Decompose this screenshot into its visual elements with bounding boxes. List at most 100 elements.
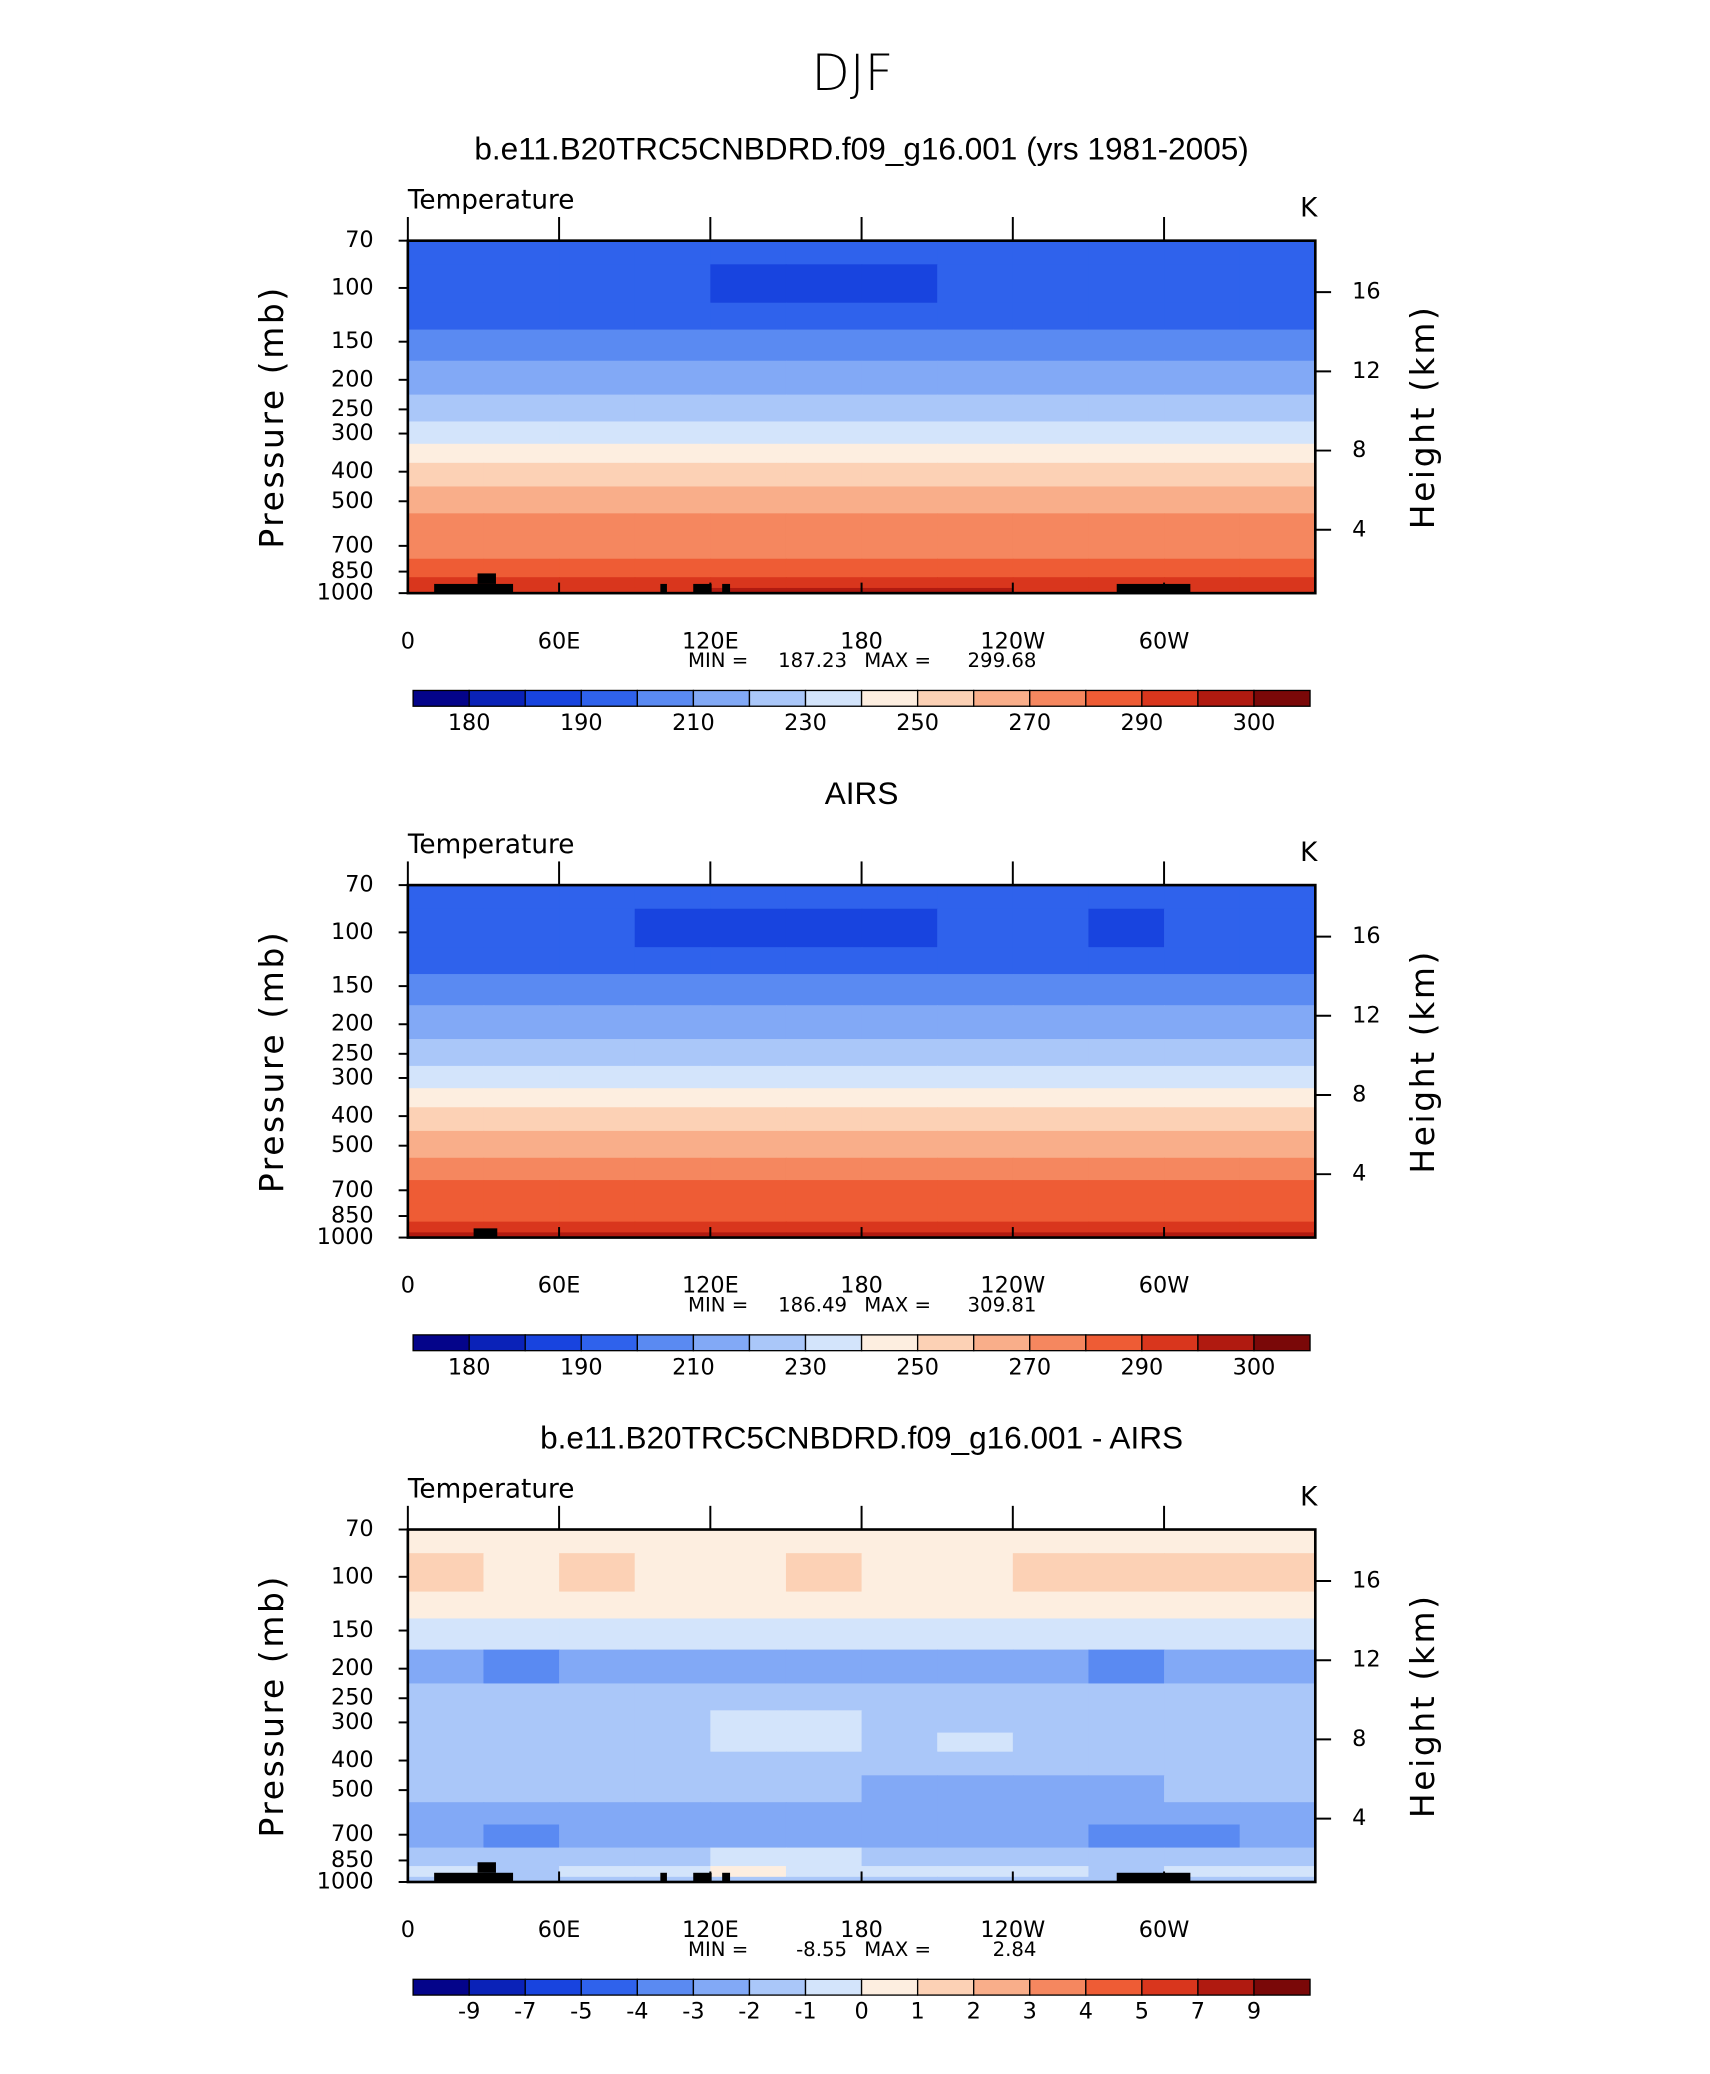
contour-cell — [1239, 1065, 1317, 1089]
contour-cell — [559, 329, 636, 362]
contour-cell — [710, 1710, 787, 1734]
y-tick-label: 100 — [331, 919, 374, 945]
colorbar-box — [916, 689, 975, 707]
colorbar-box — [804, 1978, 863, 1996]
contour-cell — [1239, 443, 1317, 464]
contour-cell — [1088, 1710, 1165, 1734]
contour-cell — [1012, 1107, 1090, 1132]
contour-cell — [483, 1529, 560, 1554]
contour-cell — [861, 587, 938, 594]
contour-cell — [710, 443, 787, 464]
contour-cell — [785, 1591, 863, 1620]
contour-cell — [937, 1553, 1014, 1593]
contour-cell — [937, 535, 1014, 560]
contour-cell — [861, 1751, 938, 1777]
contour-cell — [634, 1732, 712, 1753]
contour-cell — [861, 974, 938, 1006]
contour-cell — [483, 1065, 560, 1089]
y-axis-label: Pressure (mb) — [252, 930, 291, 1193]
contour-cell — [1012, 462, 1090, 488]
colorbar-label: 290 — [1121, 1354, 1164, 1380]
contour-cell — [559, 1847, 636, 1867]
y-tick-label: 400 — [331, 1103, 374, 1129]
units: K — [1300, 1482, 1318, 1512]
contour-cell — [785, 462, 863, 488]
contour-cell — [1239, 1203, 1317, 1223]
contour-cell — [1012, 1529, 1090, 1554]
contour-cell — [634, 1824, 712, 1849]
colorbar-box — [468, 689, 526, 707]
contour-cell — [1164, 1649, 1241, 1685]
contour-cell — [785, 1824, 863, 1849]
contour-cell — [559, 1203, 636, 1223]
contour-cell — [937, 240, 1014, 266]
colorbar-box — [1141, 1334, 1199, 1352]
contour-cell — [861, 1130, 938, 1159]
contour-cell — [861, 302, 938, 331]
contour-cell — [559, 1649, 636, 1685]
contour-cell — [483, 885, 560, 910]
contour-cell — [407, 360, 485, 396]
colorbar-label: 3 — [1023, 1999, 1037, 2025]
y2-tick-label: 4 — [1352, 516, 1366, 542]
contour-cell — [1239, 1710, 1317, 1734]
contour-cell — [937, 1130, 1014, 1159]
contour-cell — [1164, 1775, 1241, 1803]
contour-cell — [861, 1683, 938, 1712]
colorbar-label: -2 — [738, 1999, 760, 2025]
contour-cell — [483, 443, 560, 464]
y-axis-label: Pressure (mb) — [252, 1574, 291, 1837]
contour-cell — [861, 1775, 938, 1803]
contour-cell — [483, 421, 560, 445]
contour-cell — [861, 1847, 938, 1867]
contour-cell — [1164, 1180, 1241, 1204]
contour-cell — [634, 1553, 712, 1593]
y2-tick-label: 4 — [1352, 1161, 1366, 1187]
colorbar-box — [748, 1334, 807, 1352]
contour-cell — [1088, 885, 1165, 910]
max-label: MAX = — [864, 649, 931, 672]
colorbar-box — [580, 1978, 638, 1996]
contour-cell — [937, 1065, 1014, 1089]
contour-cell — [559, 1683, 636, 1712]
contour-cell — [1012, 577, 1090, 589]
contour-cell — [1164, 360, 1241, 396]
subtitle: Temperature — [407, 1475, 575, 1505]
contour-cell — [785, 1157, 863, 1181]
contour-cell — [634, 1203, 712, 1223]
x-tick-label: 120W — [980, 1273, 1045, 1299]
contour-cell — [861, 1618, 938, 1651]
contour-cell — [1088, 486, 1165, 515]
contour-cell — [483, 264, 560, 304]
contour-cell — [1164, 974, 1241, 1006]
colorbar-box — [860, 689, 919, 707]
contour-cell — [634, 1232, 712, 1239]
contour-cell — [785, 1529, 863, 1554]
contour-cell — [634, 1088, 712, 1109]
colorbar-box — [524, 1978, 582, 1996]
contour-cell — [785, 1847, 863, 1867]
contour-cell — [937, 908, 1014, 948]
contour-cell — [407, 329, 485, 362]
contour-cell — [407, 462, 485, 488]
contour-cell — [483, 947, 560, 975]
contour-cell — [1088, 1232, 1165, 1239]
x-tick-label: 120E — [682, 628, 739, 654]
y-tick-label: 200 — [331, 366, 374, 392]
contour-cell — [483, 302, 560, 331]
contour-cell — [937, 1683, 1014, 1712]
units: K — [1300, 194, 1318, 224]
contour-cell — [1164, 329, 1241, 362]
x-tick-label: 60E — [538, 1273, 581, 1299]
contour-cell — [710, 1130, 787, 1159]
contour-cell — [710, 486, 787, 515]
contour-cell — [785, 1130, 863, 1159]
contour-cell — [1239, 1130, 1317, 1159]
contour-cell — [1012, 486, 1090, 515]
contour-cell — [710, 1232, 787, 1239]
contour-cell — [407, 558, 485, 578]
contour-cell — [559, 1039, 636, 1067]
contour-cell — [559, 1065, 636, 1089]
contour-cell — [861, 443, 938, 464]
